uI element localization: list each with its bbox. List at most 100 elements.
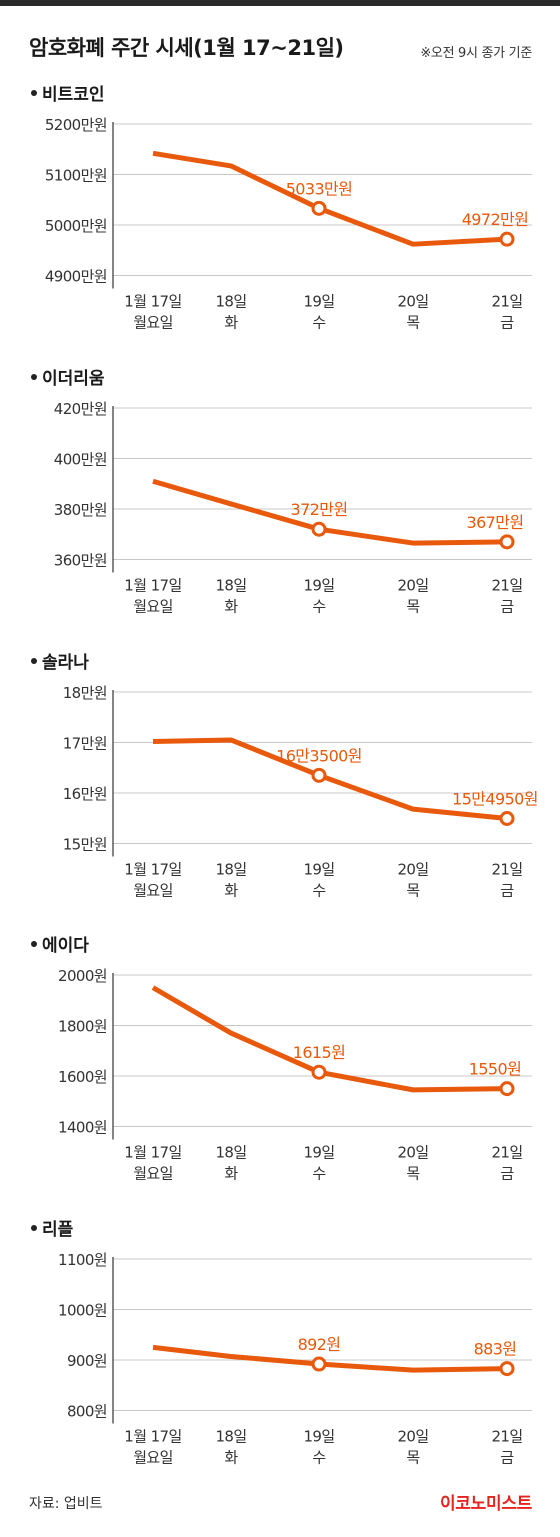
section-bullet [31, 374, 37, 380]
section-bullet [31, 90, 37, 96]
x-tick-sublabel: 수 [312, 1449, 325, 1467]
data-point-marker [499, 1081, 515, 1097]
x-tick-sublabel: 목 [406, 598, 419, 616]
series-line [151, 985, 508, 1093]
section-title: 비트코인 [42, 85, 105, 105]
basis-note: ※오전 9시 종가 기준 [420, 46, 532, 61]
x-tick-sublabel: 금 [500, 1165, 514, 1183]
series-line [152, 150, 508, 247]
data-label: 4972만원 [462, 210, 529, 229]
x-tick-label: 18일 [215, 1428, 246, 1446]
x-tick-label: 1월 17일 [124, 577, 181, 595]
x-tick-label: 21일 [491, 1428, 522, 1446]
x-tick-sublabel: 월요일 [133, 882, 173, 900]
data-point-marker [311, 1064, 327, 1080]
x-tick-sublabel: 화 [224, 882, 238, 900]
x-tick-label: 20일 [397, 577, 428, 595]
section-title: 솔라나 [42, 653, 89, 673]
x-tick-label: 1월 17일 [124, 1428, 181, 1446]
x-tick-sublabel: 월요일 [133, 1165, 173, 1183]
y-tick-label: 15만원 [63, 836, 107, 854]
y-tick-label: 16만원 [63, 785, 107, 803]
data-point-marker [311, 767, 327, 783]
y-tick-label: 2000원 [58, 967, 107, 985]
x-tick-label: 18일 [215, 1144, 246, 1162]
x-tick-sublabel: 화 [224, 598, 238, 616]
section-title: 이더리움 [42, 369, 105, 389]
y-tick-label: 900원 [67, 1352, 107, 1370]
x-tick-label: 20일 [397, 861, 428, 879]
x-tick-label: 21일 [491, 293, 522, 311]
y-tick-label: 5000만원 [45, 217, 107, 235]
section-title: 리플 [42, 1220, 74, 1240]
data-point-marker [499, 1361, 515, 1377]
x-tick-label: 19일 [303, 861, 334, 879]
publisher-logo: 이코노미스트 [439, 1494, 532, 1514]
y-tick-label: 420만원 [54, 400, 107, 418]
data-point-marker [311, 521, 327, 537]
x-tick-sublabel: 금 [500, 314, 514, 332]
top-bar [0, 0, 560, 6]
x-tick-label: 19일 [303, 577, 334, 595]
x-tick-sublabel: 수 [312, 882, 325, 900]
data-label: 367만원 [467, 513, 524, 532]
y-tick-label: 17만원 [63, 735, 107, 753]
x-tick-label: 1월 17일 [124, 1144, 181, 1162]
y-tick-label: 360만원 [54, 552, 107, 570]
y-tick-label: 1800원 [58, 1018, 107, 1036]
y-tick-label: 1100원 [58, 1251, 107, 1269]
x-tick-label: 1월 17일 [124, 293, 181, 311]
data-label: 15만4950원 [452, 790, 538, 809]
x-tick-sublabel: 목 [406, 314, 419, 332]
y-tick-label: 18만원 [63, 684, 107, 702]
x-tick-label: 18일 [215, 293, 246, 311]
x-tick-sublabel: 목 [406, 882, 419, 900]
x-tick-sublabel: 금 [500, 1449, 514, 1467]
y-tick-label: 5100만원 [45, 167, 107, 185]
section-title: 에이다 [42, 936, 89, 956]
x-tick-sublabel: 월요일 [133, 1449, 173, 1467]
x-tick-label: 20일 [397, 293, 428, 311]
y-tick-label: 1600원 [58, 1068, 107, 1086]
x-tick-sublabel: 수 [312, 1165, 325, 1183]
y-tick-label: 4900만원 [45, 268, 107, 286]
x-tick-sublabel: 월요일 [133, 314, 173, 332]
y-tick-label: 400만원 [54, 451, 107, 469]
x-tick-sublabel: 금 [500, 598, 514, 616]
x-tick-label: 19일 [303, 1144, 334, 1162]
x-tick-label: 1월 17일 [124, 861, 181, 879]
section-bullet [31, 1225, 37, 1231]
x-tick-sublabel: 금 [500, 882, 514, 900]
data-label: 5033만원 [286, 179, 353, 198]
data-label: 372만원 [291, 500, 348, 519]
section-bullet [31, 941, 37, 947]
x-tick-sublabel: 수 [312, 598, 325, 616]
data-point-marker [499, 534, 515, 550]
data-point-marker [311, 200, 327, 216]
data-label: 1550원 [469, 1060, 521, 1079]
x-tick-label: 18일 [215, 577, 246, 595]
x-tick-sublabel: 화 [224, 314, 238, 332]
x-tick-sublabel: 화 [224, 1449, 238, 1467]
x-tick-sublabel: 월요일 [133, 598, 173, 616]
data-label: 892원 [298, 1335, 341, 1354]
x-tick-sublabel: 목 [406, 1449, 419, 1467]
data-point-marker [499, 231, 515, 247]
page-title: 암호화폐 주간 시세(1월 17~21일) [29, 36, 344, 60]
source-note: 자료: 업비트 [29, 1496, 103, 1512]
x-tick-sublabel: 수 [312, 314, 325, 332]
data-label: 1615원 [293, 1043, 345, 1062]
x-tick-sublabel: 화 [224, 1165, 238, 1183]
x-tick-label: 19일 [303, 1428, 334, 1446]
y-tick-label: 5200만원 [45, 116, 107, 134]
x-tick-label: 19일 [303, 293, 334, 311]
data-label: 16만3500원 [276, 746, 362, 765]
y-tick-label: 1000원 [58, 1302, 107, 1320]
x-tick-label: 18일 [215, 861, 246, 879]
x-tick-sublabel: 목 [406, 1165, 419, 1183]
y-tick-label: 1400원 [58, 1119, 107, 1137]
x-tick-label: 20일 [397, 1428, 428, 1446]
y-tick-label: 800원 [67, 1403, 107, 1421]
section-bullet [31, 658, 37, 664]
